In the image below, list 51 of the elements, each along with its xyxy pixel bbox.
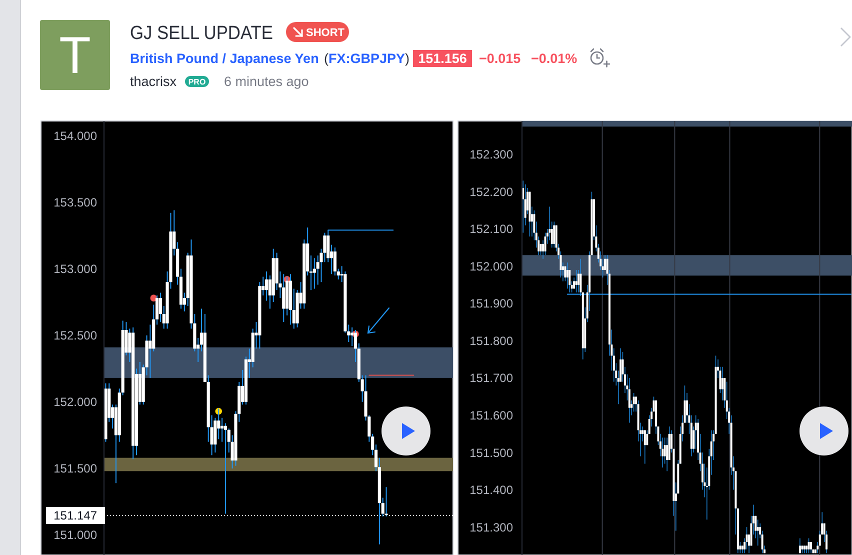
y-tick-label: 152.000 (54, 395, 98, 410)
candlestick (282, 274, 286, 323)
candlestick (746, 526, 748, 550)
candlestick (666, 437, 668, 472)
candlestick (333, 246, 336, 276)
y-tick-label: 151.000 (54, 528, 98, 542)
y-tick-label: 152.100 (470, 222, 514, 236)
candlestick (808, 538, 810, 554)
y-tick-label: 153.000 (54, 262, 98, 276)
candlestick (662, 437, 664, 468)
candlestick (553, 221, 556, 248)
ref-line-label: 151.147 (54, 508, 98, 523)
y-tick-label: 152.500 (54, 328, 98, 343)
y-tick-label: 154.000 (54, 128, 98, 143)
candlestick (721, 366, 724, 401)
y-tick-label: 151.300 (470, 520, 514, 534)
text: T (59, 27, 91, 85)
text: −0.015 (479, 51, 522, 66)
candlestick (756, 519, 759, 546)
y-tick-label: 152.300 (470, 148, 514, 162)
candlestick (264, 270, 268, 302)
y-tick-label: 151.800 (470, 334, 514, 348)
y-tick-label: 153.500 (54, 195, 98, 210)
y-tick-label: 152.000 (470, 259, 514, 274)
text: British Pound / Japanese Yen (130, 51, 319, 66)
y-tick-label: 151.500 (470, 446, 514, 460)
candlestick (644, 430, 646, 464)
y-tick-label: 151.600 (470, 408, 514, 422)
candlestick (628, 378, 630, 424)
text: PRO (188, 78, 206, 87)
y-tick-label: 152.200 (470, 184, 514, 199)
text: thacrisx (130, 74, 177, 89)
y-tick-label: 151.400 (470, 483, 514, 498)
candlestick (798, 538, 801, 554)
candlestick (632, 392, 635, 412)
text: (FX:GBPJPY) (324, 51, 410, 66)
text: 6 minutes ago (224, 74, 309, 89)
candlestick (384, 486, 388, 517)
candlestick (220, 417, 224, 442)
text: SHORT (306, 27, 345, 39)
text: 151.156 (418, 51, 468, 66)
candlestick (312, 258, 316, 290)
candlestick (821, 512, 824, 535)
y-tick-label: 151.500 (54, 462, 98, 476)
y-tick-label: 151.900 (470, 296, 514, 311)
candlestick (544, 232, 546, 256)
text: −0.01% (531, 51, 578, 66)
candlestick (566, 262, 568, 289)
candlestick (350, 326, 354, 346)
y-tick-label: 151.700 (470, 371, 514, 386)
text: GJ SELL UPDATE (130, 23, 286, 44)
